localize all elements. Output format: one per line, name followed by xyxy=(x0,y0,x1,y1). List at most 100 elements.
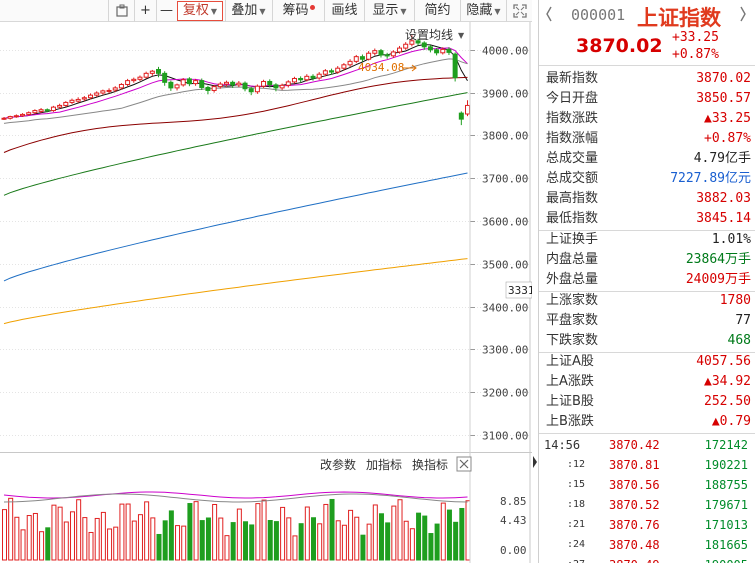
fullscreen-button[interactable] xyxy=(506,0,532,22)
quote-row-value: 4057.56 xyxy=(696,354,751,369)
quote-row: 最低指数 3845.14 xyxy=(539,209,755,229)
candle xyxy=(403,42,409,50)
candle xyxy=(316,72,322,80)
toolbar-chips-button[interactable]: 筹码 xyxy=(272,0,324,22)
volume-bar xyxy=(76,499,82,561)
volume-bar xyxy=(2,509,7,561)
toolbar-snapshot-button[interactable] xyxy=(108,0,134,22)
volume-chart[interactable]: 改参数 加指标 换指标 8.85 4.43 0.00 xyxy=(0,452,532,563)
toolbar-hide-button[interactable]: 隐藏 ▼ xyxy=(460,0,506,22)
candle xyxy=(397,45,403,54)
candle xyxy=(193,78,199,86)
candle xyxy=(112,86,118,93)
toolbar-zoom-in-button[interactable]: + xyxy=(134,0,156,22)
toolbar-simple-label: 简约 xyxy=(424,3,451,18)
quote-row-label: 总成交量 xyxy=(546,151,599,166)
toolbar-adjust-button[interactable]: 复权 ▼ xyxy=(177,1,223,21)
volume-bar xyxy=(329,498,335,561)
price-chart[interactable]: 4000.00 3900.00 3800.00 3700.00 3600.00 3500.… xyxy=(0,22,532,452)
volume-bar xyxy=(57,506,63,561)
volume-y-tick: 0.00 xyxy=(500,544,527,557)
volume-bar xyxy=(317,523,323,561)
quote-row-label: 上证B股 xyxy=(546,394,594,409)
tick-price: 3870.49 xyxy=(609,556,660,563)
volume-bar xyxy=(391,505,397,561)
candle xyxy=(458,111,464,126)
high-price-marker: 4034.08 xyxy=(358,61,404,74)
toolbar-display-label: 显示 xyxy=(372,3,399,18)
volume-bar xyxy=(168,510,174,561)
quote-row-label: 指数涨跌 xyxy=(546,111,599,126)
candle xyxy=(118,83,124,90)
quote-row-label: 平盘家数 xyxy=(546,313,599,328)
candle xyxy=(310,74,316,81)
toolbar-simple-button[interactable]: 简约 xyxy=(414,0,460,22)
ma-settings-label[interactable]: 设置均线 xyxy=(405,28,453,42)
tick-row: :27 3870.49 190005 xyxy=(539,556,755,563)
section-divider xyxy=(539,352,755,353)
ma250-line xyxy=(3,258,468,325)
candle xyxy=(174,83,180,91)
candle xyxy=(13,114,19,118)
volume-bar xyxy=(162,520,168,561)
quote-row-value: 252.50 xyxy=(704,394,751,409)
candle xyxy=(267,79,273,88)
moving-average-lines xyxy=(3,44,468,325)
candle xyxy=(63,101,69,107)
candle xyxy=(341,63,347,71)
arrow-right-icon xyxy=(402,64,417,72)
volume-bar xyxy=(205,517,211,561)
volume-bar xyxy=(236,508,242,561)
volume-bar xyxy=(26,515,32,561)
toolbar-zoom-out-button[interactable]: — xyxy=(156,0,176,22)
candle xyxy=(205,85,211,95)
previous-stock-button[interactable] xyxy=(544,4,556,24)
candle xyxy=(384,52,390,59)
volume-bar xyxy=(187,503,193,561)
volume-bar xyxy=(409,528,415,561)
volume-bar xyxy=(465,500,471,561)
candle xyxy=(199,78,205,91)
section-divider xyxy=(539,433,755,434)
current-index-value: 3870.02 xyxy=(576,35,663,57)
chevron-down-icon: ▼ xyxy=(259,7,266,16)
toolbar-overlay-button[interactable]: 叠加 ▼ xyxy=(225,0,271,22)
tick-row: :15 3870.56 188755 xyxy=(539,476,755,494)
volume-bar xyxy=(416,512,422,561)
quote-row: 上证B股 252.50 xyxy=(539,392,755,412)
toolbar-draw-line-button[interactable]: 画线 xyxy=(324,0,364,22)
toolbar-display-button[interactable]: 显示 ▼ xyxy=(364,0,414,22)
volume-bar xyxy=(422,515,428,561)
quote-row-value: 77 xyxy=(735,313,751,328)
quote-row: 外盘总量 24009万手 xyxy=(539,270,755,290)
volume-bar xyxy=(100,511,106,561)
tick-volume: 190221 xyxy=(704,458,748,472)
current-price-label: 3331.44 xyxy=(508,284,532,297)
close-icon xyxy=(459,459,469,469)
next-stock-button[interactable] xyxy=(738,4,750,24)
ma60-line xyxy=(3,92,468,196)
volume-bar xyxy=(32,512,38,561)
volume-bar xyxy=(360,534,366,561)
volume-bar xyxy=(230,522,236,561)
add-indicator-button[interactable]: 加指标 xyxy=(366,457,402,472)
volume-bar xyxy=(280,506,286,561)
close-indicator-button[interactable] xyxy=(456,456,472,472)
tick-price: 3870.42 xyxy=(609,438,660,452)
candle xyxy=(156,66,161,78)
edit-params-button[interactable]: 改参数 xyxy=(320,457,356,472)
quote-row: 上涨家数 1780 xyxy=(539,291,755,311)
volume-bar xyxy=(51,504,57,561)
panel-splitter-handle[interactable] xyxy=(532,452,538,472)
volume-bar xyxy=(341,524,347,561)
quote-row: 平盘家数 77 xyxy=(539,311,755,331)
chevron-down-icon: ▼ xyxy=(400,7,407,16)
candle xyxy=(347,59,353,67)
candle xyxy=(106,88,112,94)
switch-indicator-button[interactable]: 换指标 xyxy=(412,457,448,472)
candle xyxy=(26,111,32,116)
zoom-out-icon: — xyxy=(160,3,173,18)
toolbar-chips-label: 筹码 xyxy=(282,3,309,18)
price-y-axis: 4000.00 3900.00 3800.00 3700.00 3600.00 3500.… xyxy=(470,45,528,443)
volume-bar xyxy=(150,517,156,561)
